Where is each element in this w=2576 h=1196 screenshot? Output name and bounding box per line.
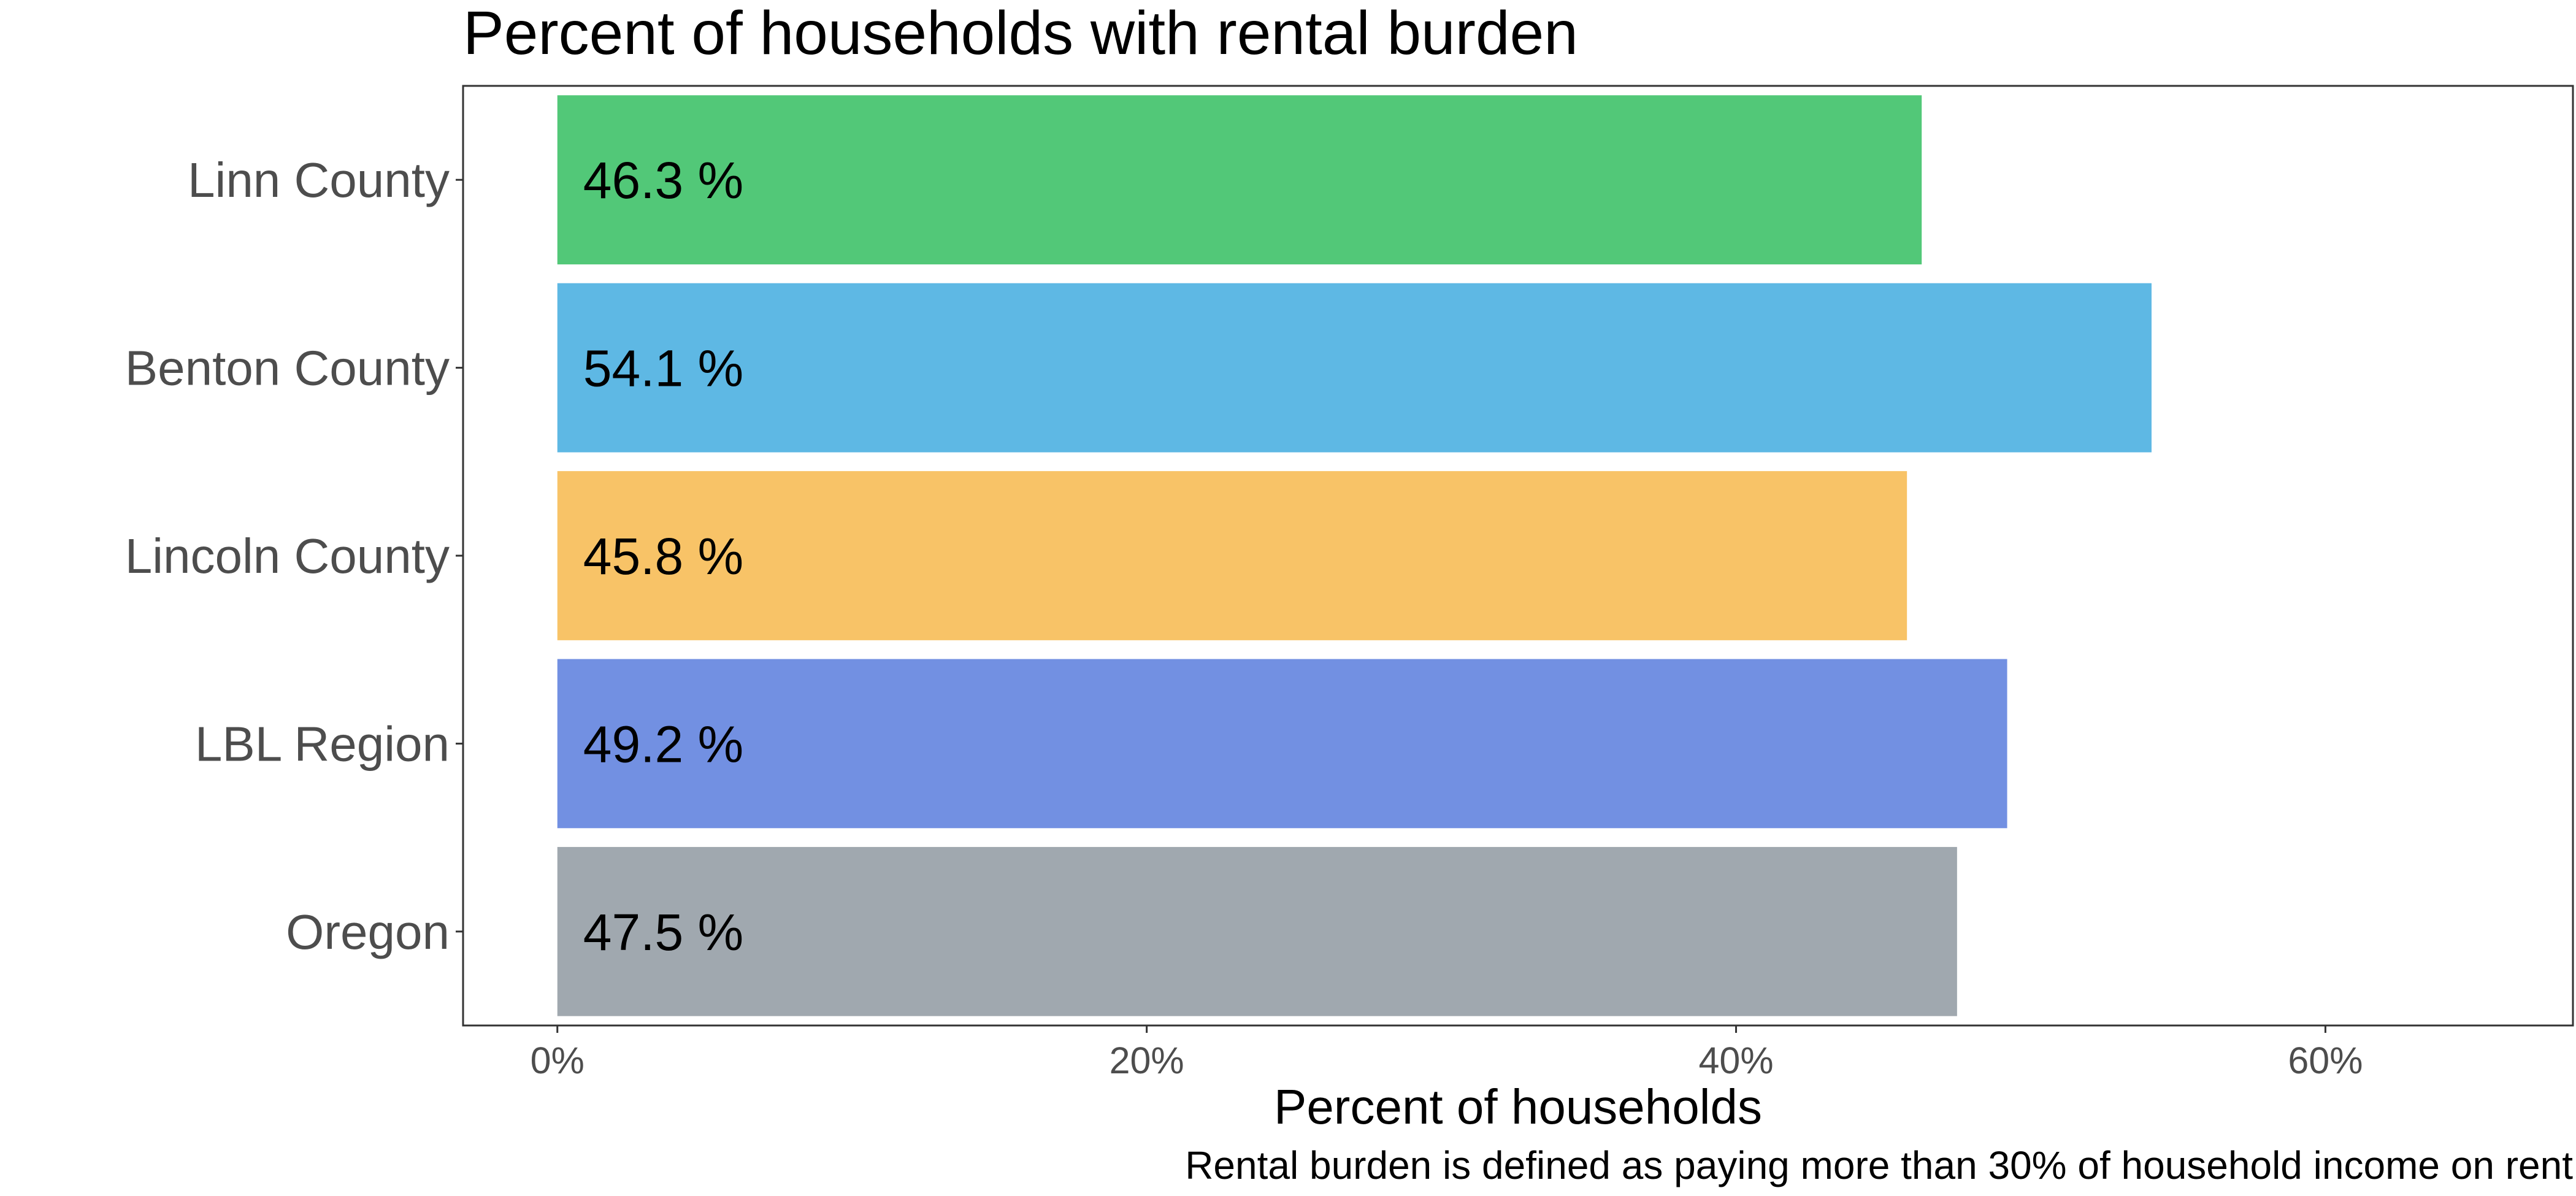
bar bbox=[557, 471, 1907, 640]
x-axis-tick-label: 20% bbox=[1110, 1040, 1184, 1081]
x-axis-tick-label: 40% bbox=[1698, 1040, 1773, 1081]
bar bbox=[557, 846, 1957, 1016]
bar-value-label: 49.2 % bbox=[583, 715, 744, 773]
axes-group: Linn County Benton County Lincoln County LB… bbox=[125, 153, 2363, 1081]
y-axis-category-label: Lincoln County bbox=[125, 529, 450, 583]
bar bbox=[557, 283, 2152, 453]
chart-title: Percent of households with rental burden bbox=[463, 0, 1578, 67]
bars-group: 46.3 % 54.1 % 45.8 % 49.2 % 47.5 % bbox=[557, 95, 2152, 1016]
bar-value-label: 47.5 % bbox=[583, 903, 744, 961]
y-axis-category-label: Linn County bbox=[188, 153, 450, 207]
x-axis-title: Percent of households bbox=[1274, 1079, 1762, 1134]
x-axis-tick-label: 60% bbox=[2288, 1040, 2363, 1081]
chart-caption: Rental burden is defined as paying more … bbox=[1185, 1143, 2573, 1187]
x-axis-tick-label: 0% bbox=[531, 1040, 585, 1081]
y-axis-category-label: LBL Region bbox=[195, 716, 450, 771]
y-axis-category-label: Oregon bbox=[286, 905, 450, 959]
y-axis-category-label: Benton County bbox=[125, 341, 450, 396]
bar-value-label: 54.1 % bbox=[583, 340, 744, 397]
bar-value-label: 46.3 % bbox=[583, 151, 744, 209]
bar bbox=[557, 95, 1922, 265]
bar bbox=[557, 659, 2007, 829]
bar-value-label: 45.8 % bbox=[583, 527, 744, 585]
